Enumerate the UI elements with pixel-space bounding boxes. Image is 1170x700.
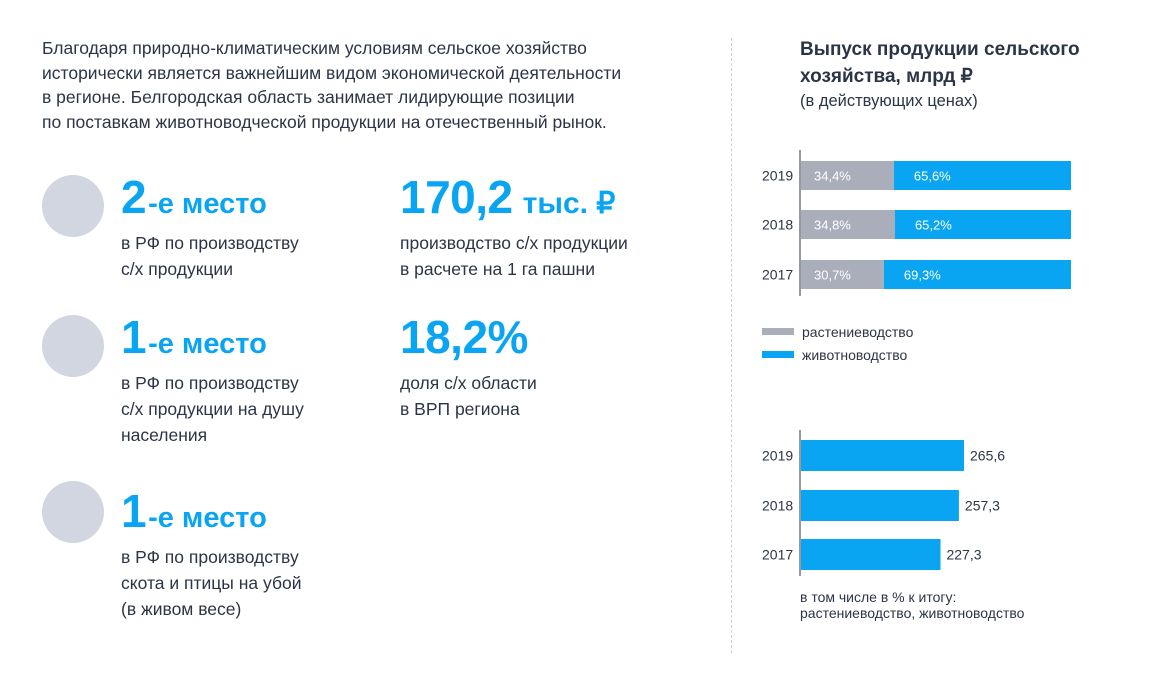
legend-label: растениеводство [802, 323, 914, 340]
stat-desc-line: с/х продукции на душу [121, 399, 304, 419]
stat-value: 18,2% [400, 310, 537, 364]
bar-animal-label: 65,6% [914, 169, 951, 184]
legend-label: животноводство [802, 346, 908, 363]
stacked-year-label: 2019 [762, 168, 793, 184]
stat-suffix: -е место [148, 188, 267, 220]
stat-desc-line: производство с/х продукции [400, 233, 628, 253]
stat-unit: тыс. ₽ [522, 187, 616, 220]
stat-desc-line: в РФ по производству [121, 373, 299, 393]
stat-suffix: -е место [148, 328, 267, 360]
stat-number: 2 [121, 171, 147, 223]
stat-grp-share: 18,2% доля с/х области в ВРП региона [400, 310, 537, 422]
stat-description: производство с/х продукции в расчете на … [400, 230, 628, 282]
stat-number: 170,2 [400, 171, 513, 223]
stat-desc-line: скота и птицы на убой [121, 573, 302, 593]
intro-line: в регионе. Белгородская область занимает… [42, 87, 575, 107]
bar-total-value: 227,3 [946, 547, 981, 563]
chart-title-line: хозяйства, млрд ₽ [800, 66, 973, 87]
bar-total-value: 265,6 [970, 448, 1005, 464]
bar-total-2019 [801, 440, 964, 471]
bar-total-2018 [801, 490, 959, 521]
stat-value: 1-е место [121, 310, 304, 364]
stat-desc-line: (в живом весе) [121, 599, 242, 619]
stat-rank-per-capita: 1-е место в РФ по производству с/х проду… [121, 310, 304, 448]
stat-value: 2-е место [121, 170, 299, 224]
stat-desc-line: в РФ по производству [121, 233, 299, 253]
bar-plant-2019 [801, 161, 894, 190]
bar-animal-label: 69,3% [904, 268, 941, 283]
intro-paragraph: Благодаря природно-климатическим условия… [42, 36, 702, 134]
total-year-label: 2018 [762, 498, 793, 514]
bar-animal-2017 [883, 260, 1071, 289]
chart-note: в том числе в % к итогу: растениеводство… [800, 589, 1024, 621]
stat-description: в РФ по производству скота и птицы на уб… [121, 544, 301, 622]
stat-circle-3 [42, 481, 104, 543]
total-year-label: 2019 [762, 448, 793, 464]
stat-description: в РФ по производству с/х продукции [121, 230, 299, 282]
bar-plant-label: 30,7% [814, 268, 851, 283]
bar-total-value: 257,3 [965, 498, 1000, 514]
bar-animal-label: 65,2% [915, 218, 952, 233]
intro-line: по поставкам животноводческой продукции … [42, 111, 607, 132]
stat-desc-line: с/х продукции [121, 259, 233, 279]
intro-line: Благодаря природно-климатическим условия… [42, 38, 587, 58]
stat-value: 1-е место [121, 484, 301, 538]
stat-description: в РФ по производству с/х продукции на ду… [121, 370, 304, 448]
legend-item-animal: животноводство [762, 343, 913, 366]
total-year-label: 2017 [762, 547, 793, 563]
stat-rank-livestock: 1-е место в РФ по производству скота и п… [121, 484, 301, 622]
stat-suffix: -е место [148, 502, 267, 534]
intro-line: исторически является важнейшим видом эко… [42, 62, 622, 83]
chart-note-line: в том числе в % к итогу: [800, 589, 957, 605]
bar-plant-2018 [801, 210, 895, 239]
stat-rank-production: 2-е место в РФ по производству с/х проду… [121, 170, 299, 282]
bar-plant-label: 34,8% [814, 218, 851, 233]
legend-swatch-animal [762, 351, 794, 358]
stacked-year-label: 2017 [762, 267, 793, 283]
chart-legend: растениеводство животноводство [762, 320, 913, 366]
legend-item-plant: растениеводство [762, 320, 913, 343]
stat-number: 1 [121, 485, 147, 537]
chart-note-line: растениеводство, животноводство [800, 605, 1025, 621]
stat-description: доля с/х области в ВРП региона [400, 370, 537, 422]
stat-desc-line: в РФ по производству [121, 547, 299, 567]
bar-plant-label: 34,4% [814, 169, 851, 184]
stat-circle-1 [42, 175, 104, 237]
stat-desc-line: в расчете на 1 га пашни [400, 259, 595, 279]
bar-animal-2019 [893, 161, 1071, 190]
stat-desc-line: доля с/х области [400, 373, 537, 393]
stat-value: 170,2 тыс. ₽ [400, 170, 628, 224]
stat-number: 18,2% [400, 311, 528, 363]
stat-desc-line: населения [121, 425, 208, 445]
chart-title-line: Выпуск продукции сельского [800, 39, 1080, 60]
stat-circle-2 [42, 315, 104, 377]
bar-plant-2017 [801, 260, 884, 289]
column-divider [731, 38, 732, 653]
stat-number: 1 [121, 311, 147, 363]
stacked-year-label: 2018 [762, 217, 793, 233]
chart-title: Выпуск продукции сельского хозяйства, мл… [800, 36, 1080, 90]
bar-animal-2018 [894, 210, 1071, 239]
chart-subtitle: (в действующих ценах) [800, 92, 978, 110]
legend-swatch-plant [762, 328, 794, 335]
bar-total-2017 [801, 539, 941, 570]
stat-desc-line: в ВРП региона [400, 399, 520, 419]
stat-production-per-ha: 170,2 тыс. ₽ производство с/х продукции в… [400, 170, 628, 282]
